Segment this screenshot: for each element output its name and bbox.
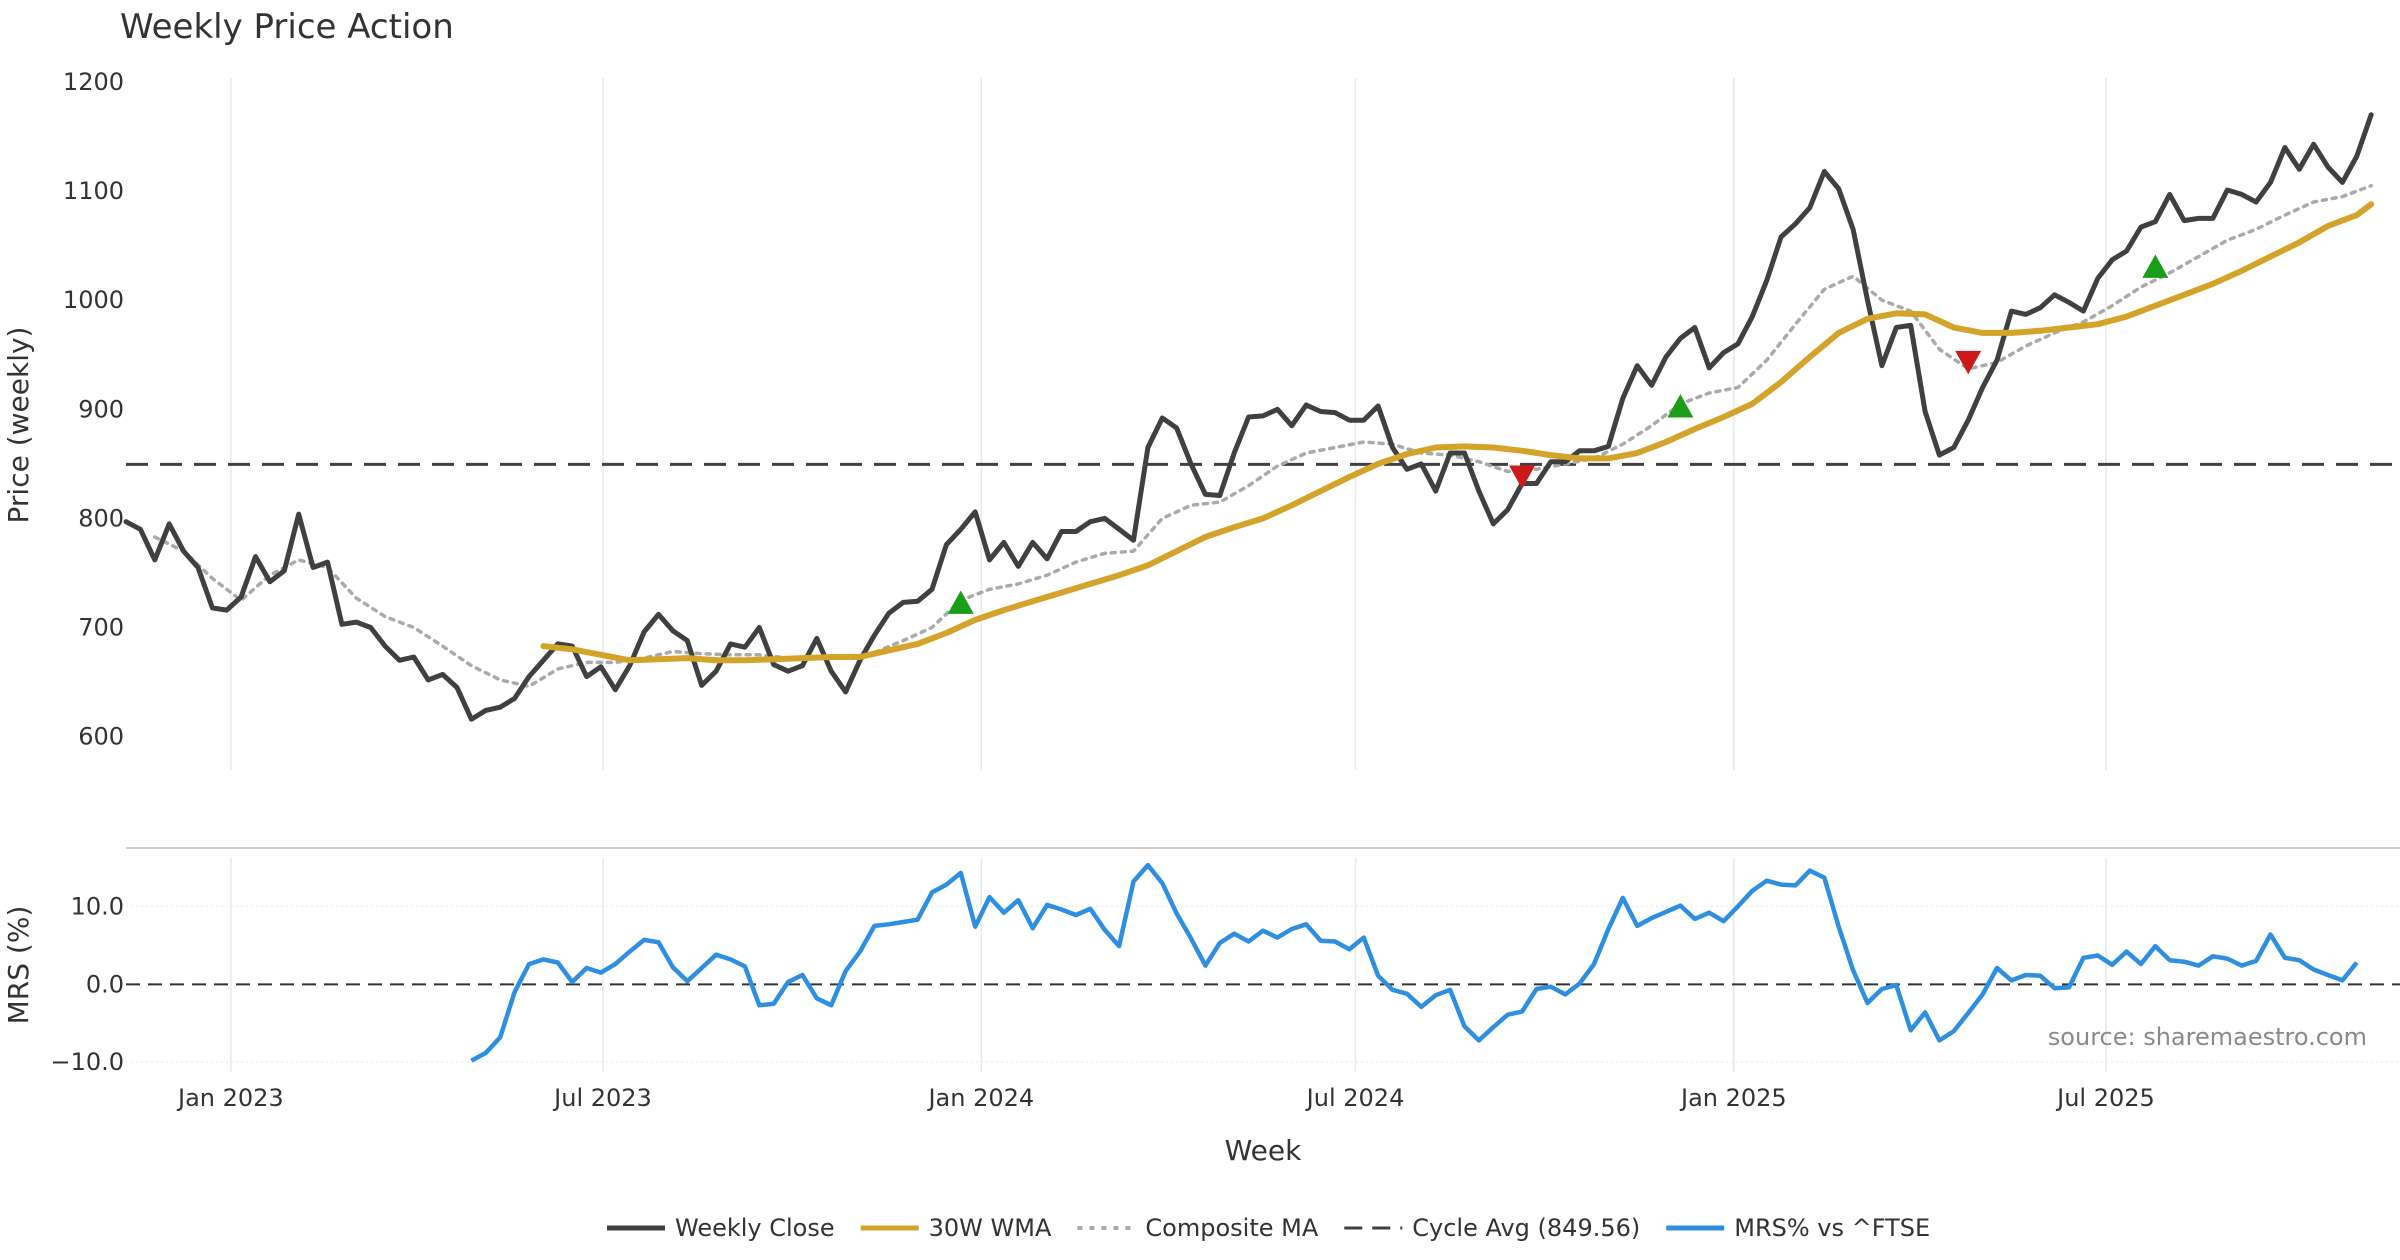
buy-signal-marker [2142,254,2169,278]
sell-signal-marker [1509,465,1536,489]
price-series [123,112,2400,722]
weekly-close-line [123,112,2374,722]
price-y-ticks: 600 700 800 900 1000 1100 1200 [63,68,124,751]
price-y-tick-label: 800 [78,504,124,532]
price-y-tick-label: 600 [78,723,124,751]
buy-signal-marker [1667,394,1694,418]
price-y-tick-label: 1000 [63,286,124,314]
mrs-y-tick-label: −10.0 [50,1048,124,1076]
buy-signal-marker [947,590,974,614]
chart-title: Weekly Price Action [120,7,454,47]
signal-markers [947,254,2169,614]
price-grid [230,78,2107,770]
mrs-grid [126,858,2400,1072]
x-tick-label: Jan 2023 [176,1084,284,1112]
x-ticks: Jan 2023 Jul 2023 Jan 2024 Jul 2024 Jan 2025… [176,1084,2155,1112]
price-y-tick-label: 700 [78,614,124,642]
x-tick-label: Jul 2023 [552,1084,652,1112]
price-y-tick-label: 1200 [63,68,124,96]
price-y-tick-label: 900 [78,395,124,423]
mrs-y-tick-label: 10.0 [71,892,124,920]
x-tick-label: Jan 2025 [1679,1084,1787,1112]
sell-signal-marker [1955,350,1982,375]
legend-label-cycle-avg-849-56: Cycle Avg (849.56) [1412,1214,1640,1242]
price-y-axis-label: Price (weekly) [2,327,35,524]
composite-ma-line [153,183,2373,689]
x-axis-label: Week [1225,1134,1302,1167]
legend-label-weekly-close: Weekly Close [675,1214,835,1242]
legend-label-composite-ma: Composite MA [1145,1214,1318,1242]
mrs-y-tick-label: 0.0 [86,970,124,998]
mrs-y-ticks: 10.0 0.0 −10.0 [50,892,124,1076]
30w-wma-line [540,201,2375,664]
x-tick-label: Jul 2025 [2055,1084,2155,1112]
legend: Weekly Close 30W WMA Composite MA Cycle Avg… [607,1214,1930,1242]
legend-label-30w-wma: 30W WMA [929,1214,1052,1242]
mrs-y-axis-label: MRS (%) [2,906,35,1025]
mrs-series [126,862,2400,1063]
x-tick-label: Jul 2024 [1305,1084,1405,1112]
mrs-line [470,862,2359,1063]
legend-label-mrs-vs-ftse: MRS% vs ^FTSE [1734,1214,1930,1242]
price-y-tick-label: 1100 [63,177,124,205]
source-note: source: sharemaestro.com [2048,1023,2367,1051]
x-tick-label: Jan 2024 [926,1084,1034,1112]
